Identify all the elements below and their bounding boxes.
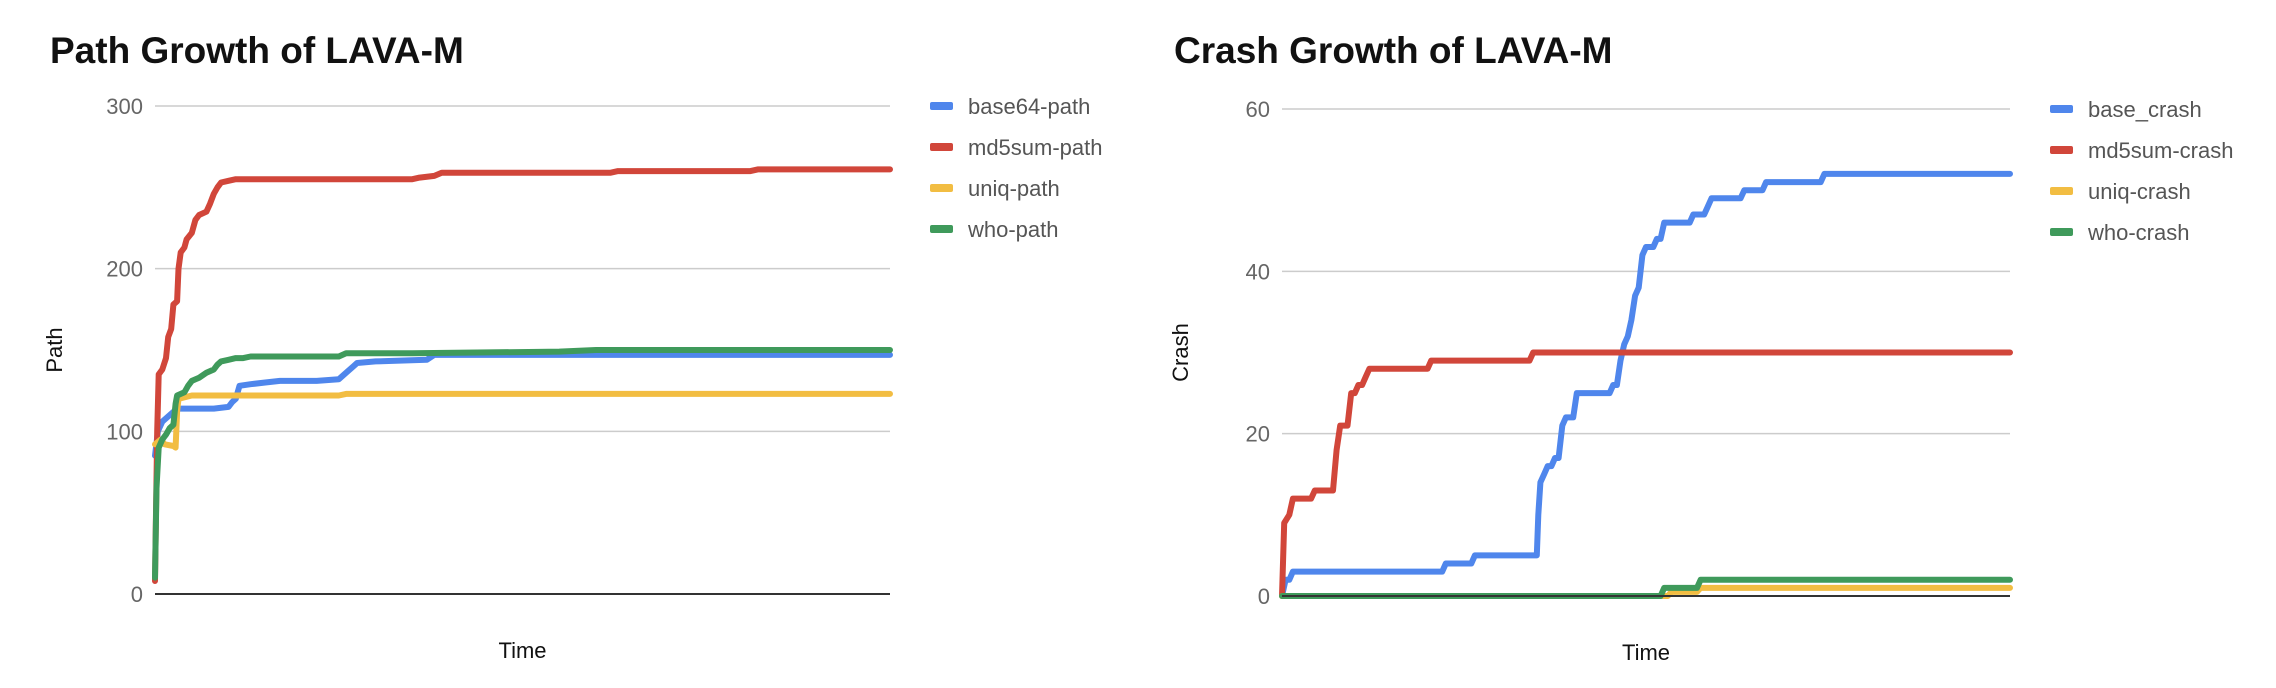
x-axis-title: Time [498, 638, 546, 663]
legend-label: md5sum-crash [2088, 138, 2233, 163]
chart-title: Path Growth of LAVA-M [50, 30, 464, 71]
y-tick-label: 40 [1246, 259, 1270, 284]
legend-swatch [930, 184, 953, 192]
y-tick-label: 20 [1246, 422, 1270, 447]
series-line-md5sum-crash [1279, 349, 2013, 599]
chart-title: Crash Growth of LAVA-M [1174, 30, 1613, 71]
series-line-who-path [152, 347, 893, 581]
y-axis-title: Path [42, 327, 67, 372]
series-line-uniq-path [152, 390, 893, 451]
path-growth-plot: 0 100 200 300 Time Path base64-path md5sum-path… [42, 94, 1103, 663]
y-tick-label: 60 [1246, 97, 1270, 122]
legend-swatch [2050, 146, 2073, 154]
legend-label: uniq-path [968, 176, 1060, 201]
legend-label: who-path [967, 217, 1059, 242]
y-tick-label: 0 [1258, 584, 1270, 609]
legend-swatch [930, 143, 953, 151]
series-line-base_crash [1279, 170, 2013, 599]
legend-label: who-crash [2087, 220, 2189, 245]
legend-label: md5sum-path [968, 135, 1103, 160]
y-tick-label: 0 [131, 582, 143, 607]
series-line-base64-path [152, 351, 893, 459]
crash-growth-plot: 0 20 40 60 Time Crash base_crash md5sum-crash un… [1168, 97, 2233, 665]
y-tick-label: 100 [106, 419, 143, 444]
legend-label: base64-path [968, 94, 1090, 119]
legend-swatch [930, 102, 953, 110]
legend-swatch [2050, 105, 2073, 113]
crash-growth-chart: Crash Growth of LAVA-M 0 20 40 60 Time Crash b… [1138, 0, 2276, 688]
legend-swatch [930, 225, 953, 233]
legend-label: uniq-crash [2088, 179, 2191, 204]
legend-swatch [2050, 228, 2073, 236]
legend-swatch [2050, 187, 2073, 195]
y-axis-title: Crash [1168, 323, 1193, 382]
series-line-md5sum-path [152, 166, 893, 584]
y-tick-label: 300 [106, 94, 143, 119]
legend-label: base_crash [2088, 97, 2202, 122]
y-tick-label: 200 [106, 257, 143, 282]
path-growth-chart: Path Growth of LAVA-M 0 100 200 300 Time Path… [42, 30, 1103, 663]
x-axis-title: Time [1622, 640, 1670, 665]
